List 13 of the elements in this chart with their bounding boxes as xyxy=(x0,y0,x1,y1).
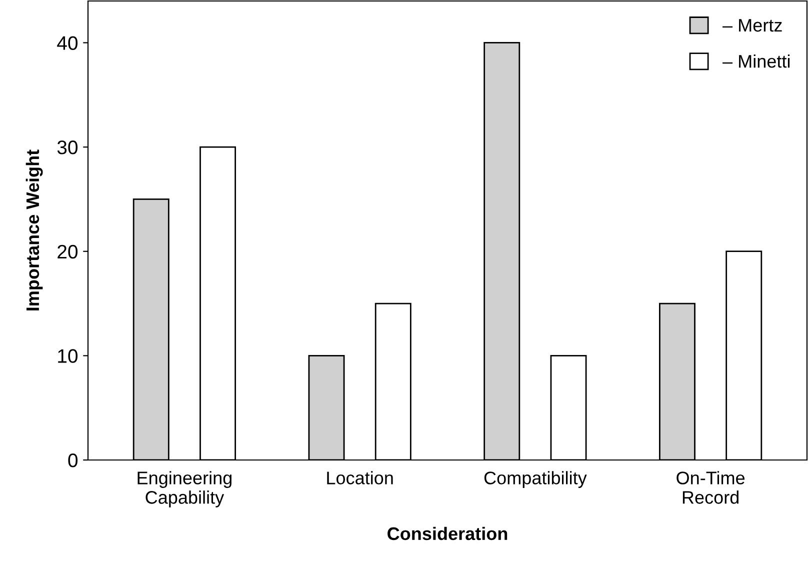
x-axis-title: Consideration xyxy=(388,526,508,540)
y-tick-label: 40 xyxy=(57,36,78,50)
x-tick-label: On-Time Record xyxy=(676,471,745,504)
y-tick-label: 0 xyxy=(68,453,78,468)
y-tick-label: 30 xyxy=(57,140,78,154)
legend-label: – Mertz xyxy=(722,19,782,32)
legend-label: – Minetti xyxy=(722,54,790,68)
x-tick-label: Engineering Capability xyxy=(138,471,232,508)
x-tick-label: Location xyxy=(327,471,393,484)
x-tick-label: Compatibility xyxy=(484,471,587,488)
y-tick-label: 20 xyxy=(58,244,78,259)
y-tick-label: 10 xyxy=(58,349,78,363)
y-axis-title: Importance Weight xyxy=(26,150,43,310)
